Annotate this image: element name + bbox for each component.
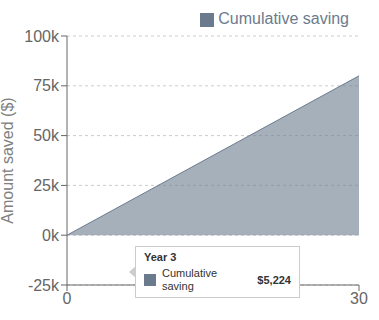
svg-text:30: 30 [350, 290, 368, 307]
html-text:$5,224: $5,224 [257, 273, 291, 286]
html-text:saving: saving [162, 280, 194, 292]
svg-text:25k: 25k [33, 177, 60, 194]
html-text:Cumulative saving: Cumulative saving [218, 10, 349, 27]
html-text:Cumulative: Cumulative [162, 267, 217, 279]
html-text:Year 3: Year 3 [144, 251, 177, 263]
svg-text:50k: 50k [33, 127, 60, 144]
svg-text:75k: 75k [33, 77, 60, 94]
svg-text:0: 0 [63, 290, 72, 307]
svg-text:100k: 100k [24, 28, 60, 45]
svg-text:-25k: -25k [28, 277, 60, 294]
svg-text:Amount saved ($): Amount saved ($) [8, 97, 16, 223]
svg-text:0k: 0k [42, 227, 60, 244]
